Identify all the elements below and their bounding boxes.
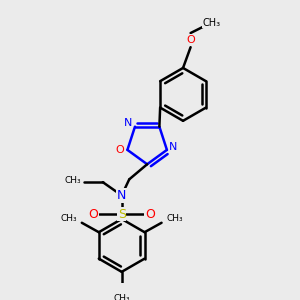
- Text: CH₃: CH₃: [166, 214, 183, 224]
- Text: CH₃: CH₃: [64, 176, 81, 185]
- Text: N: N: [117, 189, 126, 202]
- Text: N: N: [124, 118, 133, 128]
- Text: CH₃: CH₃: [61, 214, 77, 224]
- Text: CH₃: CH₃: [202, 18, 220, 28]
- Text: CH₃: CH₃: [113, 294, 130, 300]
- Text: O: O: [116, 145, 124, 155]
- Text: O: O: [88, 208, 98, 221]
- Text: N: N: [169, 142, 178, 152]
- Text: O: O: [186, 34, 195, 45]
- Text: S: S: [118, 208, 126, 221]
- Text: O: O: [145, 208, 155, 221]
